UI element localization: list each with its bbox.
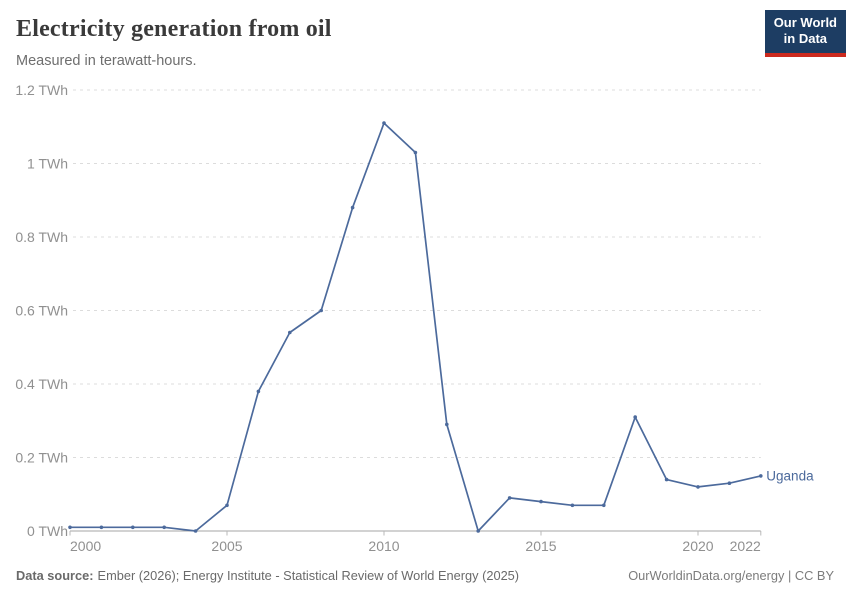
- owid-logo[interactable]: Our World in Data: [764, 10, 846, 57]
- x-axis-tick-label: 2022: [730, 538, 761, 554]
- data-point-marker[interactable]: [413, 150, 418, 155]
- data-point-marker[interactable]: [256, 389, 261, 394]
- y-axis-tick-label: 1.2 TWh: [15, 82, 68, 98]
- y-axis-tick-label: 0.6 TWh: [15, 303, 68, 319]
- owid-logo-line1: Our World: [773, 15, 837, 30]
- page-title: Electricity generation from oil: [16, 16, 332, 42]
- data-point-marker[interactable]: [225, 503, 229, 508]
- data-source-text: Ember (2026); Energy Institute - Statist…: [97, 568, 520, 583]
- y-axis-tick-label: 0 TWh: [27, 523, 68, 539]
- page-subtitle: Measured in terawatt-hours.: [16, 53, 197, 69]
- data-point-marker[interactable]: [131, 525, 135, 530]
- x-axis-tick-label: 2010: [368, 538, 399, 554]
- x-axis-tick-label: 2020: [682, 538, 713, 554]
- y-axis-tick-label: 0.4 TWh: [15, 376, 68, 392]
- data-point-marker[interactable]: [570, 503, 575, 508]
- data-point-marker[interactable]: [602, 503, 606, 508]
- data-point-marker[interactable]: [759, 474, 763, 478]
- data-point-marker[interactable]: [696, 485, 700, 489]
- data-point-marker[interactable]: [633, 415, 637, 419]
- data-point-marker[interactable]: [99, 525, 104, 530]
- data-point-marker[interactable]: [193, 529, 198, 533]
- footer: Data source: Ember (2026); Energy Institu…: [16, 568, 834, 583]
- data-point-marker[interactable]: [162, 525, 166, 530]
- data-point-marker[interactable]: [382, 121, 386, 125]
- data-point-marker[interactable]: [727, 481, 732, 486]
- owid-logo-line2: in Data: [783, 31, 828, 47]
- data-point-marker[interactable]: [319, 308, 324, 313]
- data-point-marker[interactable]: [445, 422, 449, 427]
- data-point-marker[interactable]: [350, 205, 355, 210]
- data-point-marker[interactable]: [507, 496, 512, 500]
- y-axis-tick-label: 0.2 TWh: [15, 450, 68, 466]
- data-point-marker[interactable]: [288, 330, 292, 335]
- data-point-marker[interactable]: [539, 499, 543, 504]
- footer-credit-link[interactable]: OurWorldinData.org/energy | CC BY: [628, 568, 834, 583]
- x-axis-tick-label: 2015: [525, 538, 556, 554]
- data-source: Data source: Ember (2026); Energy Institu…: [16, 568, 519, 583]
- y-axis-tick-label: 1 TWh: [27, 156, 68, 172]
- line-series-uganda[interactable]: [69, 122, 762, 532]
- data-point-marker[interactable]: [476, 529, 481, 533]
- y-axis-tick-label: 0.8 TWh: [15, 229, 68, 245]
- data-point-marker[interactable]: [664, 477, 669, 482]
- data-point-marker[interactable]: [68, 525, 72, 530]
- x-axis-tick-label: 2005: [211, 538, 242, 554]
- data-source-label: Data source:: [16, 568, 94, 583]
- series-label-uganda[interactable]: Uganda: [766, 468, 814, 483]
- x-axis-tick-label: 2000: [70, 538, 101, 554]
